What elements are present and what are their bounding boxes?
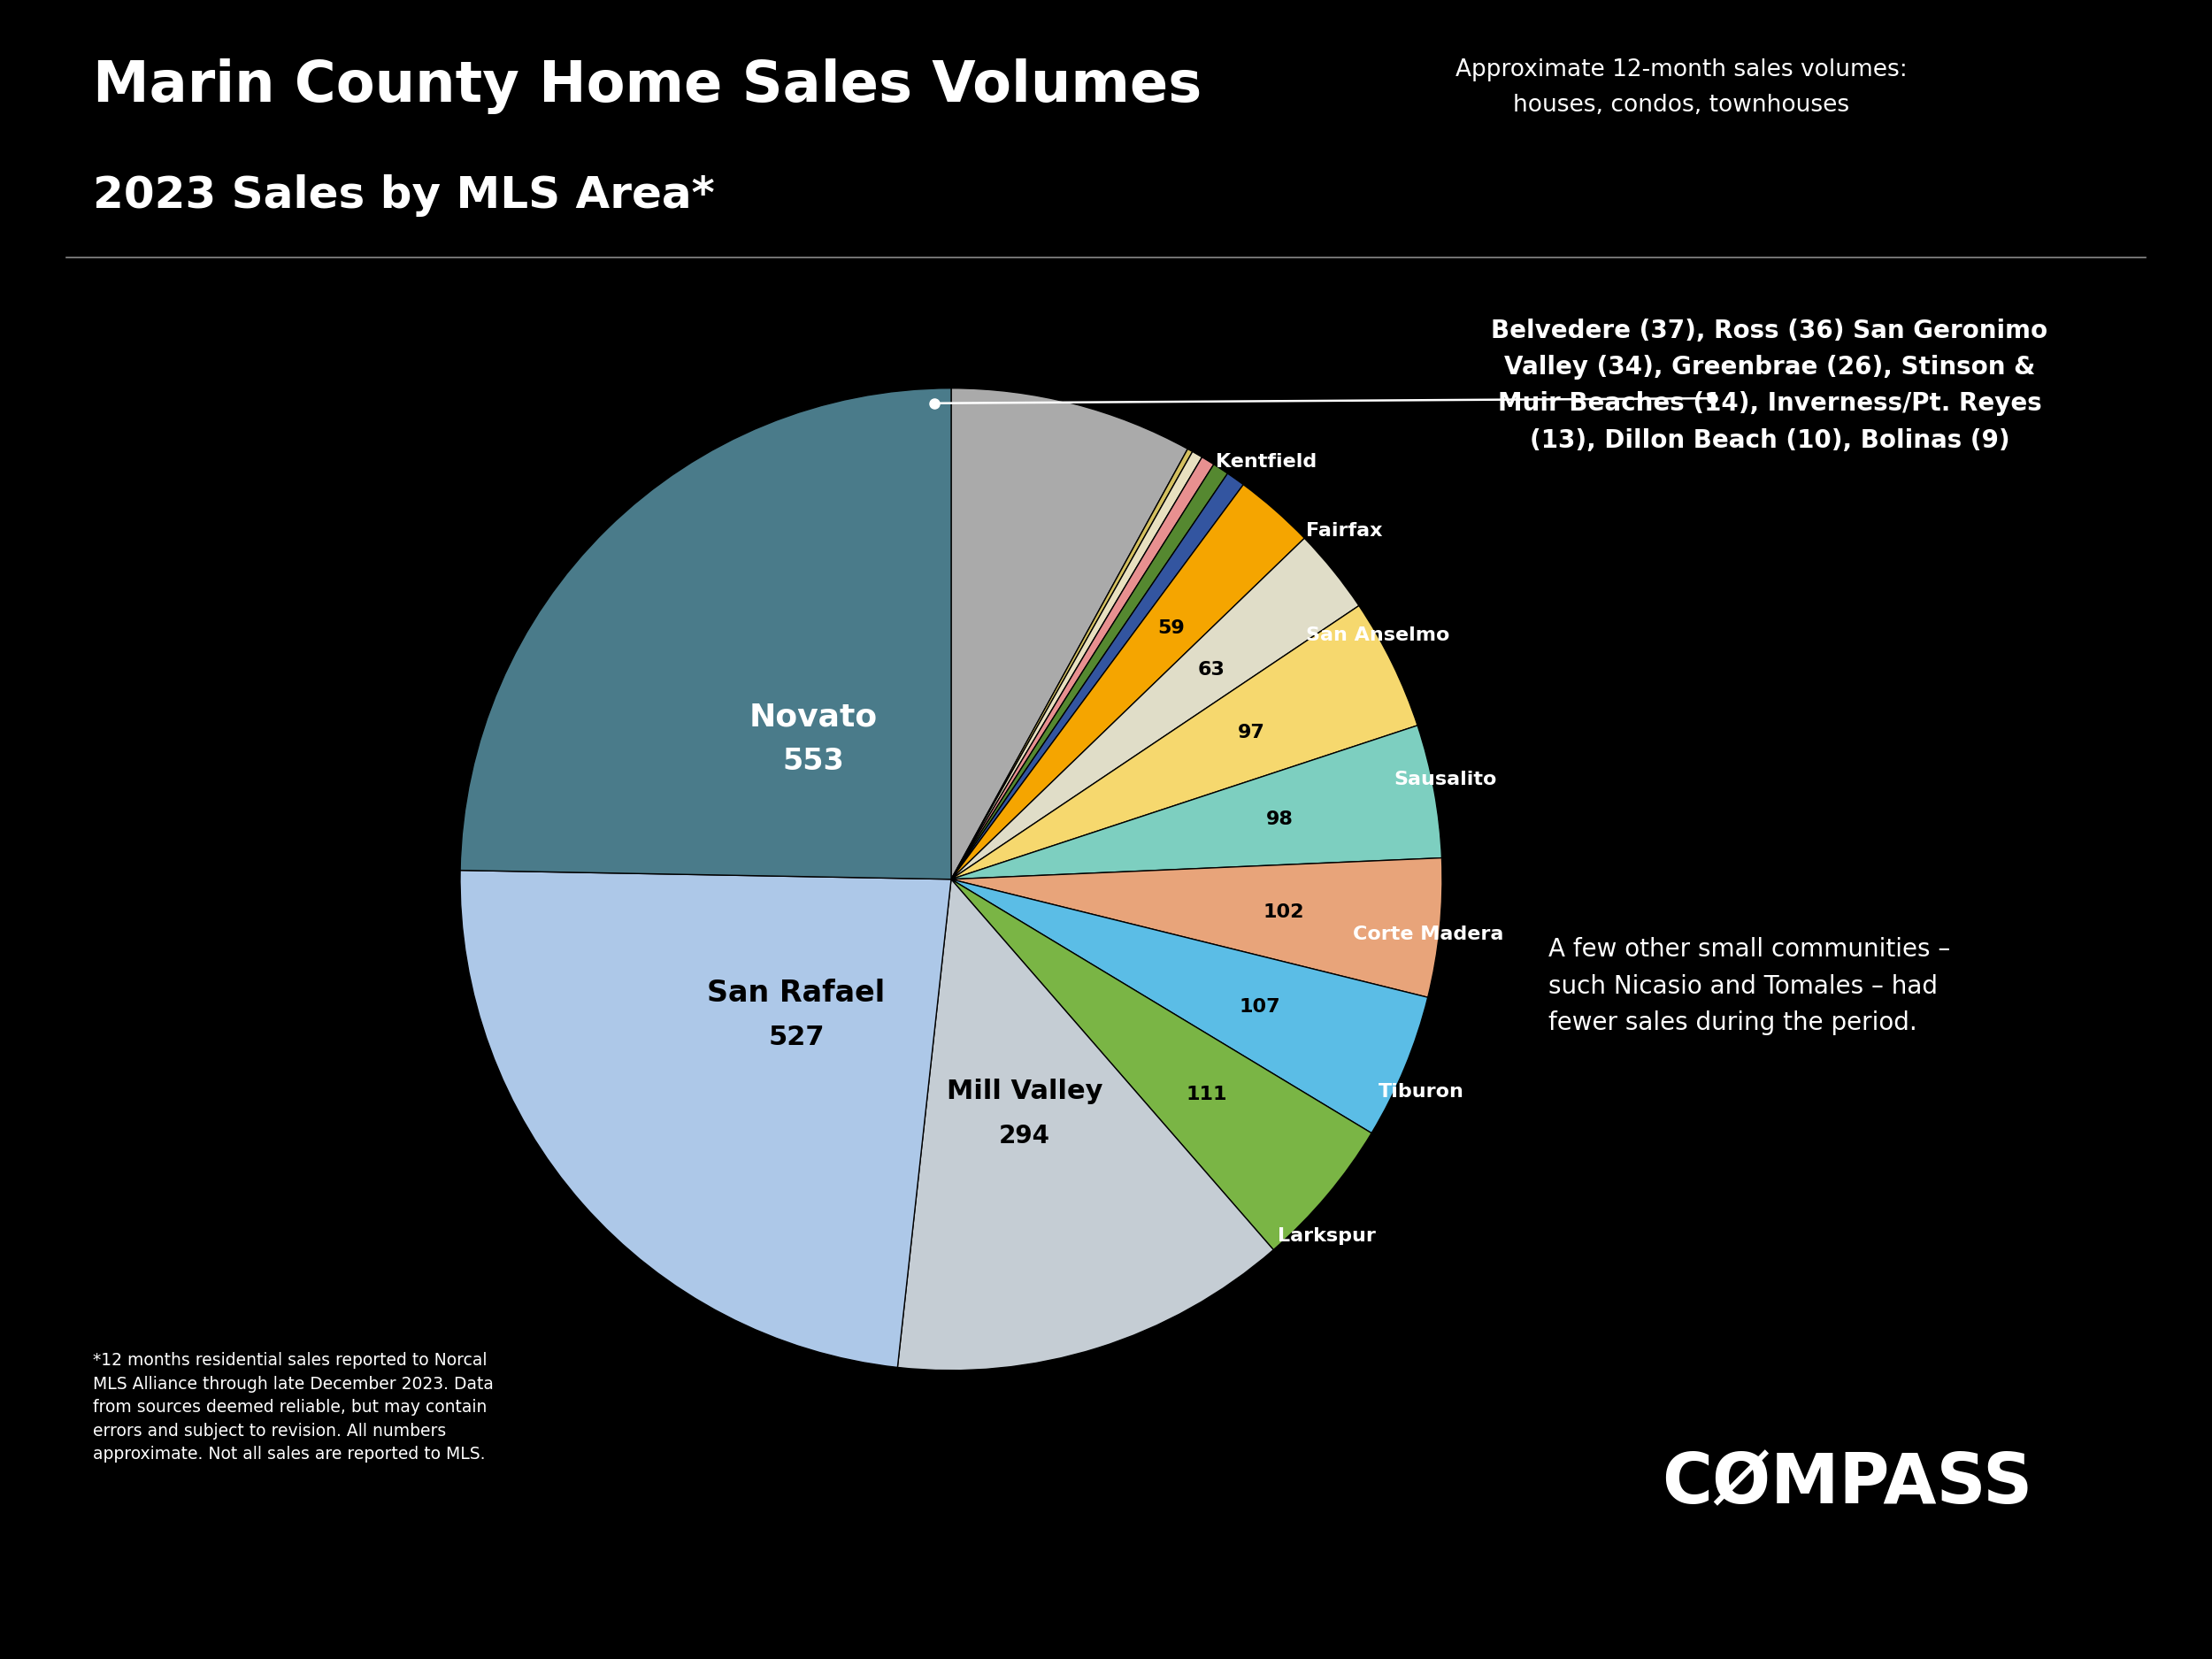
Text: San Rafael: San Rafael <box>708 979 885 1009</box>
Wedge shape <box>951 465 1228 879</box>
Text: San Anselmo: San Anselmo <box>1305 627 1449 644</box>
Wedge shape <box>951 450 1192 879</box>
Wedge shape <box>951 858 1442 997</box>
Text: Sausalito: Sausalito <box>1394 770 1498 788</box>
Text: 63: 63 <box>1197 660 1225 679</box>
Wedge shape <box>951 879 1371 1249</box>
Wedge shape <box>951 458 1214 879</box>
Wedge shape <box>460 871 951 1367</box>
Text: A few other small communities –
such Nicasio and Tomales – had
fewer sales durin: A few other small communities – such Nic… <box>1548 937 1951 1035</box>
Text: Corte Madera: Corte Madera <box>1352 926 1504 944</box>
Text: 111: 111 <box>1186 1085 1228 1103</box>
Wedge shape <box>951 725 1442 879</box>
Wedge shape <box>460 388 951 879</box>
Text: 107: 107 <box>1239 999 1281 1015</box>
Wedge shape <box>951 484 1305 879</box>
Text: Marin County Home Sales Volumes: Marin County Home Sales Volumes <box>93 58 1201 114</box>
Text: 59: 59 <box>1157 619 1186 637</box>
Wedge shape <box>951 388 1188 879</box>
Text: 553: 553 <box>783 747 845 776</box>
Text: Fairfax: Fairfax <box>1307 523 1382 539</box>
Text: 98: 98 <box>1265 810 1294 828</box>
Text: Larkspur: Larkspur <box>1279 1228 1376 1246</box>
Text: Tiburon: Tiburon <box>1378 1083 1464 1100</box>
Text: *12 months residential sales reported to Norcal
MLS Alliance through late Decemb: *12 months residential sales reported to… <box>93 1352 493 1463</box>
Wedge shape <box>951 879 1427 1133</box>
Text: 97: 97 <box>1237 723 1265 742</box>
Text: Mill Valley: Mill Valley <box>947 1078 1102 1105</box>
Text: 294: 294 <box>1000 1123 1051 1148</box>
Text: 102: 102 <box>1263 904 1305 921</box>
Text: Novato: Novato <box>750 702 878 732</box>
Text: Kentfield: Kentfield <box>1217 453 1316 471</box>
Wedge shape <box>951 451 1201 879</box>
Wedge shape <box>951 606 1418 879</box>
Wedge shape <box>898 879 1274 1370</box>
Text: Approximate 12-month sales volumes:
houses, condos, townhouses: Approximate 12-month sales volumes: hous… <box>1455 58 1907 116</box>
Text: 2023 Sales by MLS Area*: 2023 Sales by MLS Area* <box>93 174 714 217</box>
Wedge shape <box>951 538 1358 879</box>
Text: 527: 527 <box>768 1025 825 1050</box>
Text: Belvedere (37), Ross (36) San Geronimo
Valley (34), Greenbrae (26), Stinson &
Mu: Belvedere (37), Ross (36) San Geronimo V… <box>1491 319 2048 453</box>
Text: CØMPASS: CØMPASS <box>1661 1450 2033 1518</box>
Wedge shape <box>951 473 1243 879</box>
